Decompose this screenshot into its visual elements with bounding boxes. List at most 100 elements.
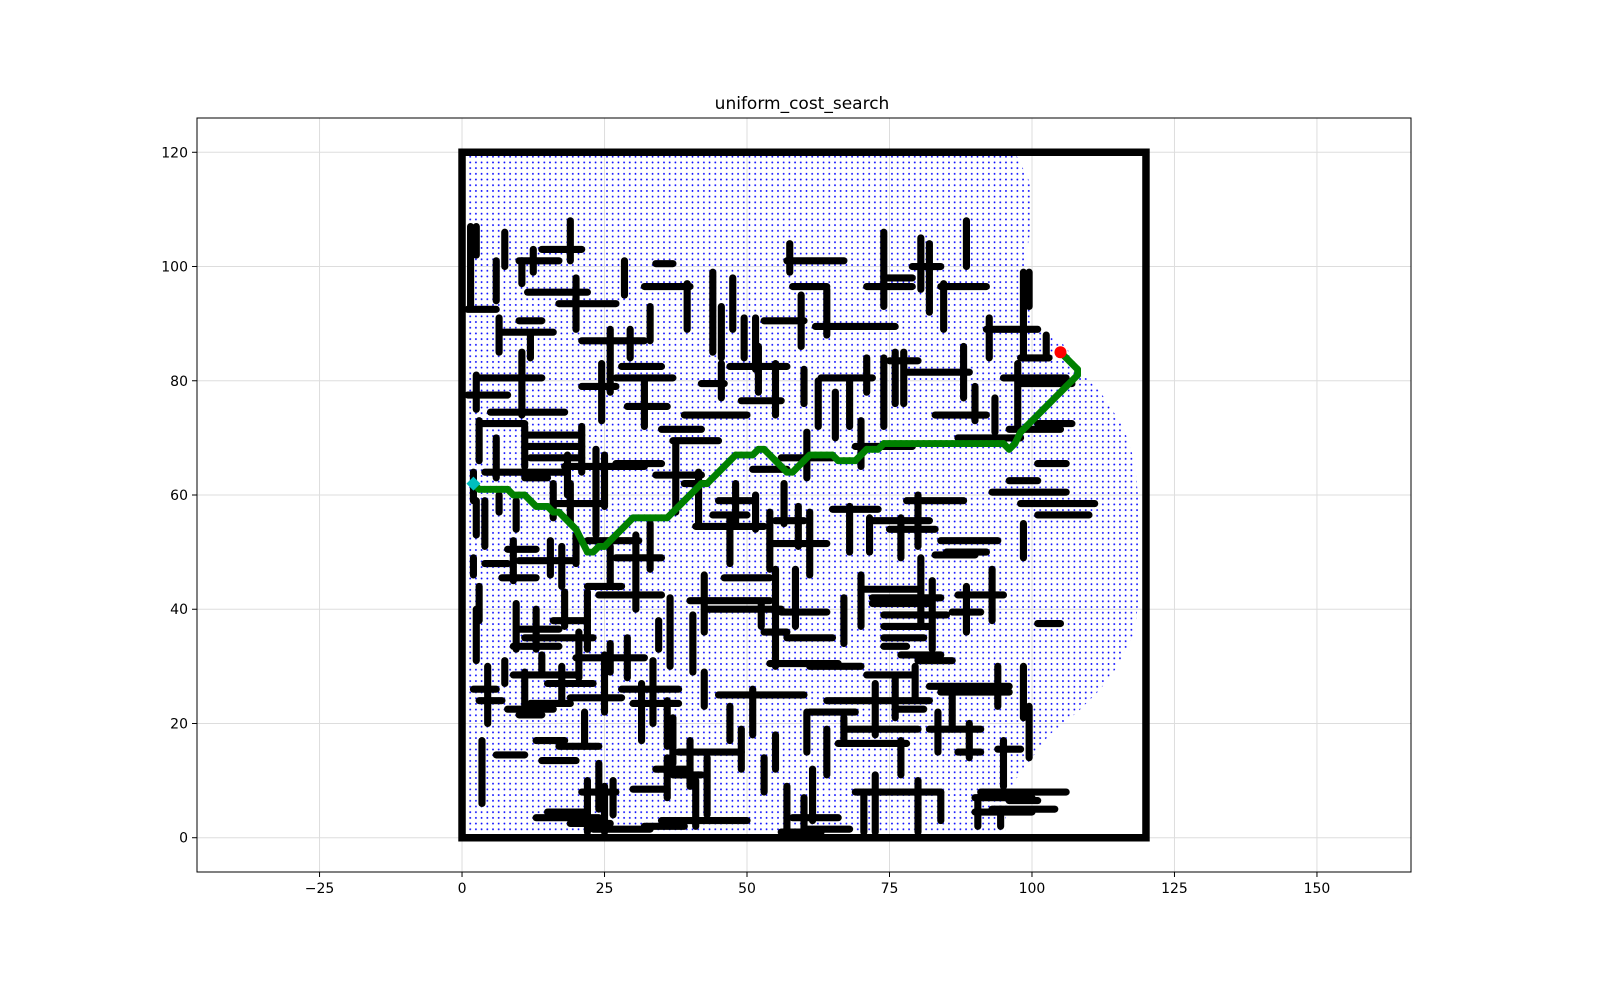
x-tick-label: 25 — [596, 881, 614, 897]
path-point — [509, 491, 517, 499]
path-point — [561, 514, 569, 522]
x-tick-label: 100 — [1019, 881, 1046, 897]
path-point — [481, 485, 489, 493]
path-point — [772, 457, 779, 465]
path-point — [1000, 440, 1007, 448]
path-point — [1074, 371, 1081, 379]
path-point — [532, 503, 540, 510]
path-point — [492, 485, 500, 493]
path-point — [891, 440, 899, 448]
path-point — [800, 457, 808, 465]
path-point — [1005, 445, 1013, 453]
path-point — [749, 451, 757, 459]
path-point — [680, 497, 688, 505]
path-point — [868, 445, 876, 453]
path-point — [806, 451, 814, 459]
path-point — [669, 508, 677, 516]
path-point — [646, 514, 654, 522]
path-point — [982, 440, 990, 448]
path-point — [914, 440, 922, 448]
path-point — [920, 440, 928, 448]
path-point — [988, 440, 996, 448]
path-point — [760, 445, 768, 453]
path-point — [954, 440, 962, 448]
path-point — [737, 451, 745, 459]
path-point — [840, 457, 848, 465]
path-point — [601, 542, 608, 550]
x-tick-label: 75 — [881, 881, 899, 897]
path-point — [908, 440, 916, 448]
boundary-wall — [458, 148, 1150, 842]
path-point — [498, 485, 506, 493]
path-point — [965, 440, 973, 448]
y-tick-label: 20 — [170, 716, 188, 732]
path-point — [703, 480, 711, 487]
path-point — [1022, 423, 1030, 430]
path-point — [880, 440, 888, 448]
y-tick-label: 120 — [161, 145, 188, 161]
path-point — [675, 503, 683, 510]
path-point — [834, 457, 842, 465]
endpoint-markers — [466, 346, 1067, 491]
path-point — [538, 503, 546, 510]
path-point — [475, 485, 483, 493]
goal-marker — [1054, 346, 1067, 359]
path-point — [515, 491, 523, 499]
x-tick-label: 0 — [458, 881, 467, 897]
path-point — [1068, 360, 1076, 368]
chart-title: uniform_cost_search — [715, 94, 890, 114]
path-point — [789, 468, 797, 476]
path-point — [715, 468, 722, 476]
x-tick-label: 125 — [1161, 881, 1188, 897]
x-tick-label: −25 — [305, 881, 335, 897]
x-tick-label: 150 — [1304, 881, 1331, 897]
path-point — [754, 445, 762, 453]
path-point — [886, 440, 893, 448]
path-point — [1051, 394, 1059, 402]
path-point — [640, 514, 648, 522]
obstacles — [458, 148, 1150, 842]
path-point — [1017, 428, 1025, 436]
path-point — [1028, 417, 1036, 425]
start-marker — [466, 476, 481, 491]
path-point — [720, 463, 728, 470]
path-point — [925, 440, 933, 448]
path-point — [948, 440, 956, 448]
path-point — [658, 514, 665, 522]
path-point — [709, 474, 717, 482]
path-point — [527, 497, 534, 505]
path-point — [817, 451, 825, 459]
path-point — [663, 514, 671, 522]
path-point — [931, 440, 939, 448]
path-point — [1068, 377, 1076, 385]
path-point — [874, 445, 882, 453]
path-point — [823, 451, 831, 459]
path-point — [1074, 365, 1081, 373]
y-tick-label: 100 — [161, 260, 188, 276]
explored-region — [467, 152, 1141, 838]
path-point — [1057, 388, 1064, 396]
path-point — [549, 508, 557, 516]
path-point — [618, 525, 626, 533]
path-point — [612, 531, 620, 539]
y-tick-label: 40 — [170, 602, 188, 618]
path-point — [766, 451, 774, 459]
path-point — [566, 520, 574, 527]
explored-area — [467, 152, 1141, 838]
path-point — [897, 440, 905, 448]
path-point — [578, 537, 586, 545]
path-point — [937, 440, 945, 448]
path-point — [971, 440, 979, 448]
path-point — [1034, 411, 1042, 419]
path-point — [1039, 405, 1047, 413]
path-point — [652, 514, 660, 522]
solution-path — [470, 348, 1081, 556]
path-point — [521, 491, 529, 499]
path-point — [943, 440, 950, 448]
path-point — [903, 440, 911, 448]
path-point — [1062, 383, 1070, 390]
path-point — [732, 451, 740, 459]
path-point — [726, 457, 734, 465]
x-tick-label: 50 — [738, 881, 756, 897]
